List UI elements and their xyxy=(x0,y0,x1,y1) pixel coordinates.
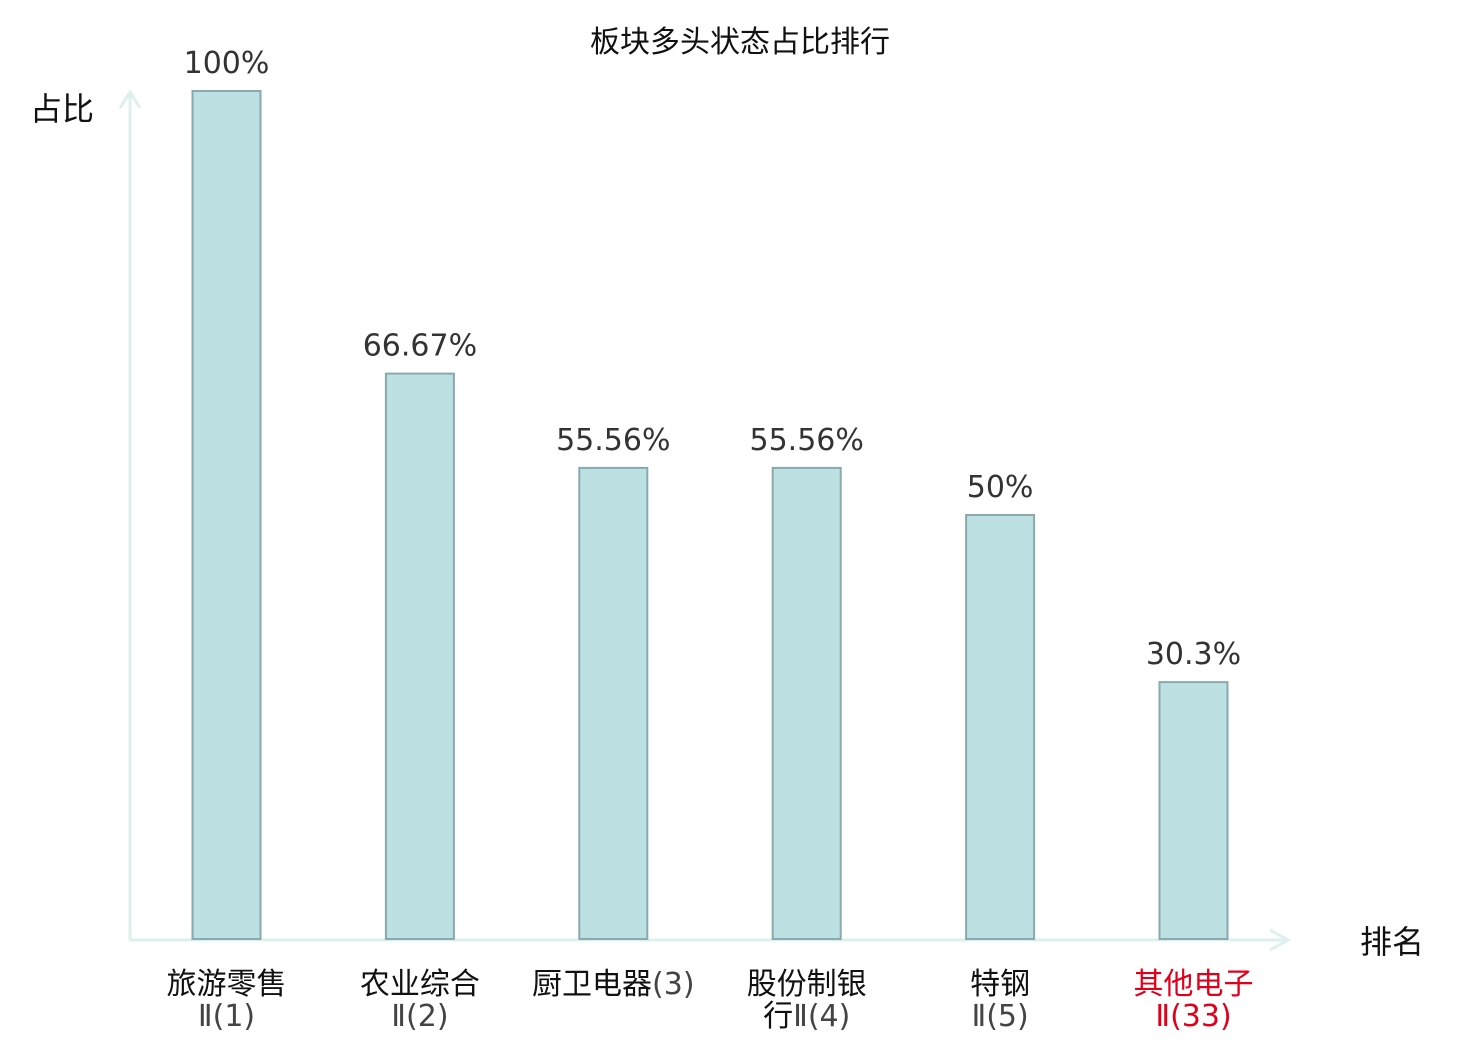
bar-value-label-6: 30.3% xyxy=(1146,637,1241,672)
chart-title: 板块多头状态占比排行 xyxy=(590,25,890,60)
value-labels-group: 100% 66.67% 55.56% 55.56% 50% 30.3% xyxy=(184,46,1242,672)
category-label-6: 其他电子 Ⅱ(33) xyxy=(1134,967,1254,1034)
category-label-2: 农业综合 Ⅱ(2) xyxy=(360,967,480,1034)
x-axis-label: 排名 xyxy=(1360,923,1424,961)
bar-value-label-1: 100% xyxy=(184,46,270,81)
bar-value-label-3: 55.56% xyxy=(556,423,670,458)
category-labels-group: 旅游零售 Ⅱ(1) 农业综合 Ⅱ(2) 厨卫电器(3) 股份制银行Ⅱ(4) 特钢 Ⅱ(5) 其他… xyxy=(167,967,1254,1034)
y-axis-arrow xyxy=(118,89,142,109)
bars-group xyxy=(191,90,1229,941)
category-label-1: 旅游零售 Ⅱ(1) xyxy=(167,967,287,1034)
x-axis-arrow xyxy=(1269,928,1292,952)
bar-value-label-4: 55.56% xyxy=(750,423,864,458)
y-axis-label: 占比 xyxy=(30,90,94,128)
bar-value-label-5: 50% xyxy=(967,470,1034,505)
bar-2 xyxy=(384,372,455,941)
bar-6 xyxy=(1158,681,1229,940)
bar-1 xyxy=(191,90,262,940)
bar-3 xyxy=(578,466,649,940)
bar-5 xyxy=(965,514,1036,940)
bar-value-label-2: 66.67% xyxy=(363,329,477,364)
category-label-3: 厨卫电器(3) xyxy=(532,967,695,1002)
category-label-5: 特钢 Ⅱ(5) xyxy=(970,967,1030,1034)
category-label-4: 股份制银行Ⅱ(4) xyxy=(747,967,867,1034)
bar-4 xyxy=(771,466,842,940)
